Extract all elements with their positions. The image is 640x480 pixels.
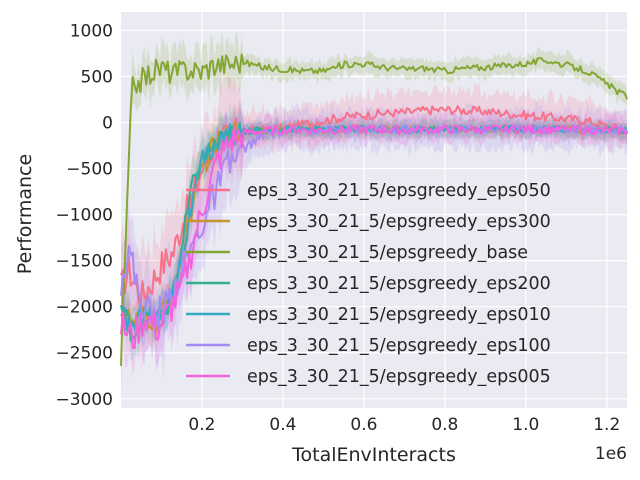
- y-tick-label: −500: [66, 160, 113, 180]
- legend-entry: eps_3_30_21_5/epsgreedy_eps050: [247, 181, 551, 201]
- series-line-2: [120, 53, 628, 366]
- y-tick-label: 500: [81, 67, 113, 87]
- y-tick-labels: −3000 −2500 −2000 −1500 −1000 −500 0 500 1000: [55, 21, 113, 409]
- y-tick-label: −2500: [55, 344, 113, 364]
- x-tick-labels: 0.2 0.4 0.6 0.8 1.0 1.2: [188, 415, 620, 435]
- legend-entry: eps_3_30_21_5/epsgreedy_eps300: [247, 212, 551, 232]
- series-band-2: [121, 30, 627, 393]
- x-tick-label: 0.2: [188, 415, 215, 435]
- y-tick-label: 0: [102, 114, 113, 134]
- x-tick-label: 0.8: [431, 415, 458, 435]
- y-axis-label: Performance: [14, 154, 36, 274]
- x-offset-label: 1e6: [595, 444, 627, 464]
- legend-entry: eps_3_30_21_5/epsgreedy_eps010: [247, 305, 551, 325]
- series-line-6: [120, 123, 628, 349]
- x-axis-label: TotalEnvInteracts: [291, 444, 456, 466]
- x-tick-label: 0.6: [350, 415, 377, 435]
- x-tick-label: 1.0: [512, 415, 539, 435]
- legend-entry: eps_3_30_21_5/epsgreedy_eps100: [247, 336, 551, 356]
- y-tick-label: −1500: [55, 252, 113, 272]
- grid-lines: [121, 12, 627, 408]
- legend: eps_3_30_21_5/epsgreedy_eps050 eps_3_30_2…: [186, 181, 551, 387]
- legend-entry: eps_3_30_21_5/epsgreedy_eps005: [247, 367, 551, 387]
- y-tick-label: 1000: [70, 21, 113, 41]
- x-tick-label: 0.4: [269, 415, 296, 435]
- x-tick-label: 1.2: [593, 415, 620, 435]
- legend-entry: eps_3_30_21_5/epsgreedy_eps200: [247, 274, 551, 294]
- y-tick-label: −3000: [55, 390, 113, 410]
- y-tick-label: −1000: [55, 206, 113, 226]
- y-tick-label: −2000: [55, 298, 113, 318]
- legend-entry: eps_3_30_21_5/epsgreedy_base: [247, 243, 528, 263]
